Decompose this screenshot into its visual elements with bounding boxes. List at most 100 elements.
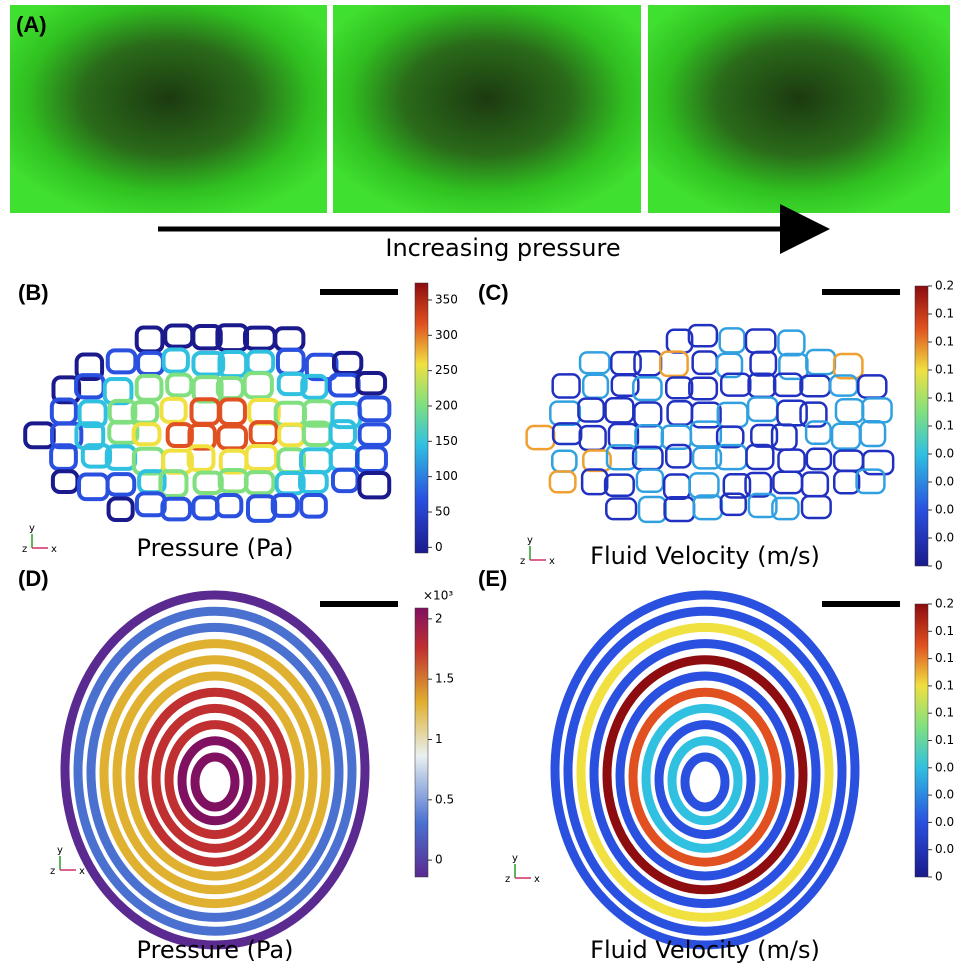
cell <box>834 451 863 471</box>
triad-label: y <box>57 845 63 856</box>
cell <box>668 401 692 424</box>
colorbar-tick-label: 2 <box>435 611 443 625</box>
triad-label: y <box>29 523 35 534</box>
colorbar <box>415 283 428 553</box>
colorbar-tick-label: 250 <box>435 363 458 377</box>
colorbar <box>915 286 928 566</box>
cell <box>161 399 185 422</box>
panel-label: (E) <box>478 566 507 591</box>
cell <box>836 399 863 422</box>
colorbar-tick-label: 0.2 <box>935 597 954 611</box>
colorbar-tick-label: 0.12 <box>935 391 954 405</box>
colorbar-tick-label: 0.12 <box>935 706 954 720</box>
cell <box>639 497 666 522</box>
triad-label: z <box>22 544 27 555</box>
triad-label: z <box>505 874 510 885</box>
colorbar-tick-label: 0.02 <box>935 531 954 545</box>
colorbar-tick-label: 0.1 <box>935 733 954 747</box>
cell <box>360 397 390 420</box>
cell <box>802 496 831 518</box>
cell <box>583 375 608 398</box>
cell <box>301 495 326 517</box>
cell <box>331 447 358 470</box>
triad-label: y <box>527 535 533 546</box>
colorbar-tick-label: 0.14 <box>935 678 954 692</box>
cell <box>333 470 358 492</box>
colorbar <box>915 604 928 877</box>
cell <box>778 331 804 356</box>
ridge <box>156 708 274 848</box>
cell <box>245 328 275 349</box>
caption: Pressure (Pa) <box>137 534 294 562</box>
cell <box>109 498 133 520</box>
cell <box>550 402 580 425</box>
colorbar-tick-label: 0 <box>935 870 943 884</box>
cell <box>550 472 575 493</box>
cell <box>193 497 217 518</box>
arrow-label: Increasing pressure <box>385 234 620 262</box>
colorbar-tick-label: 0.16 <box>935 651 954 665</box>
cell <box>251 422 277 444</box>
cell <box>137 376 162 400</box>
colorbar-tick-label: 1 <box>435 732 443 746</box>
cell <box>278 350 304 374</box>
colorbar-tick-label: 50 <box>435 505 450 519</box>
cell <box>245 373 272 397</box>
cell <box>360 424 389 445</box>
cell <box>637 470 663 492</box>
colorbar-tick-label: 0.18 <box>935 307 954 321</box>
cell <box>747 445 774 469</box>
panel-label: (D) <box>18 566 49 591</box>
panel-label: (C) <box>478 280 509 305</box>
cell <box>861 421 885 446</box>
colorbar-tick-label: 0.08 <box>935 760 954 774</box>
photo <box>333 5 641 213</box>
cell <box>79 475 108 500</box>
cell <box>332 403 360 427</box>
colorbar-tick-label: 350 <box>435 292 458 306</box>
triad-label: x <box>534 874 540 885</box>
colorbar <box>415 608 428 877</box>
cell <box>248 352 274 373</box>
cell <box>690 473 719 497</box>
cell <box>806 422 830 444</box>
cell <box>275 328 303 349</box>
cell <box>553 423 581 444</box>
cell <box>108 474 135 494</box>
caption: Fluid Velocity (m/s) <box>590 936 820 964</box>
cell <box>138 353 163 374</box>
cell <box>357 373 385 393</box>
cell <box>751 352 776 376</box>
cell <box>527 426 555 449</box>
cell <box>279 424 304 445</box>
cell <box>552 451 576 472</box>
cell <box>578 399 603 422</box>
cell <box>694 496 722 520</box>
cell <box>718 403 748 427</box>
colorbar-tick-label: 0.18 <box>935 624 954 638</box>
colorbar-tick-label: 0.02 <box>935 842 954 856</box>
colorbar-tick-label: 0.08 <box>935 447 954 461</box>
cell <box>247 446 277 469</box>
colorbar-multiplier: ×10³ <box>423 589 453 603</box>
triad-label: x <box>79 866 85 877</box>
cell <box>749 374 776 397</box>
colorbar-tick-label: 0 <box>435 853 443 867</box>
colorbar-tick-label: 0.06 <box>935 788 954 802</box>
cell <box>580 352 609 373</box>
cell <box>664 475 689 499</box>
cell <box>108 350 136 372</box>
cell <box>606 499 636 520</box>
cell <box>634 402 661 426</box>
ridge <box>646 708 764 848</box>
cell <box>553 374 580 397</box>
cell <box>137 327 163 351</box>
cell <box>862 398 891 422</box>
cell <box>635 425 662 448</box>
cell <box>720 328 745 352</box>
colorbar-tick-label: 0.16 <box>935 335 954 349</box>
cell <box>692 403 721 428</box>
triad-label: z <box>50 866 55 877</box>
cell <box>689 378 716 400</box>
colorbar-tick-label: 300 <box>435 328 458 342</box>
